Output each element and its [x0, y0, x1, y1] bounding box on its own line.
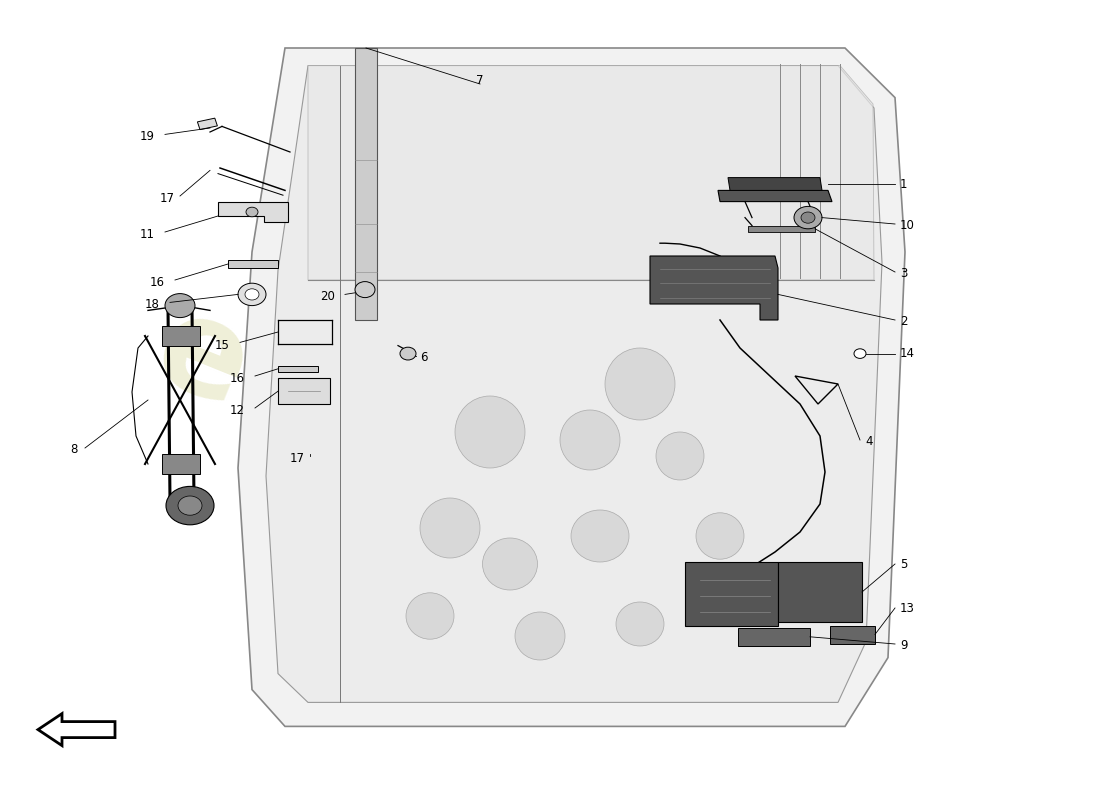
Polygon shape [748, 226, 815, 232]
Bar [162, 326, 200, 346]
Text: 6: 6 [420, 351, 428, 364]
Text: 16: 16 [230, 372, 245, 385]
Text: 11: 11 [140, 228, 155, 241]
Text: 9: 9 [900, 639, 908, 652]
Circle shape [400, 347, 416, 360]
Text: 13: 13 [900, 602, 915, 614]
Text: 18: 18 [145, 298, 160, 311]
Text: 5: 5 [900, 558, 908, 570]
Text: 10: 10 [900, 219, 915, 232]
Text: 16: 16 [150, 276, 165, 289]
Ellipse shape [455, 396, 525, 468]
Polygon shape [738, 628, 810, 646]
Ellipse shape [560, 410, 620, 470]
Ellipse shape [656, 432, 704, 480]
Circle shape [178, 496, 202, 515]
Text: 4: 4 [865, 435, 872, 448]
Polygon shape [728, 178, 822, 190]
Bar [162, 454, 200, 474]
Circle shape [801, 212, 815, 223]
Text: 19: 19 [140, 130, 155, 142]
Text: 7: 7 [476, 74, 484, 86]
Text: 3: 3 [900, 267, 908, 280]
Circle shape [245, 289, 258, 300]
Text: 8: 8 [70, 443, 78, 456]
Polygon shape [830, 626, 874, 644]
Bar [228, 260, 278, 268]
Ellipse shape [571, 510, 629, 562]
Text: 17: 17 [160, 192, 175, 205]
Polygon shape [650, 256, 778, 320]
Polygon shape [308, 66, 874, 280]
Circle shape [854, 349, 866, 358]
Polygon shape [685, 562, 778, 626]
Polygon shape [718, 190, 832, 202]
Text: 12: 12 [230, 404, 245, 417]
Circle shape [238, 283, 266, 306]
Polygon shape [778, 562, 862, 622]
Circle shape [794, 206, 822, 229]
Polygon shape [39, 714, 116, 746]
Circle shape [166, 486, 214, 525]
Ellipse shape [406, 593, 454, 639]
Polygon shape [218, 202, 288, 222]
Text: 17: 17 [290, 452, 305, 465]
Text: a passion for parts since 1985: a passion for parts since 1985 [404, 589, 696, 659]
Text: 15: 15 [216, 339, 230, 352]
Bar [197, 118, 218, 130]
Ellipse shape [515, 612, 565, 660]
Polygon shape [266, 66, 882, 702]
Bar [278, 366, 318, 372]
Text: 20: 20 [320, 290, 336, 303]
Bar [278, 378, 330, 404]
Ellipse shape [605, 348, 675, 420]
Ellipse shape [420, 498, 480, 558]
Circle shape [165, 294, 195, 318]
Text: 14: 14 [900, 347, 915, 360]
Text: 1: 1 [900, 178, 908, 190]
Circle shape [355, 282, 375, 298]
Bar [355, 48, 377, 320]
Text: eurocars: eurocars [136, 283, 788, 645]
Text: 2: 2 [900, 315, 908, 328]
Ellipse shape [696, 513, 744, 559]
Circle shape [246, 207, 258, 217]
Ellipse shape [616, 602, 664, 646]
Polygon shape [238, 48, 905, 726]
Ellipse shape [483, 538, 538, 590]
